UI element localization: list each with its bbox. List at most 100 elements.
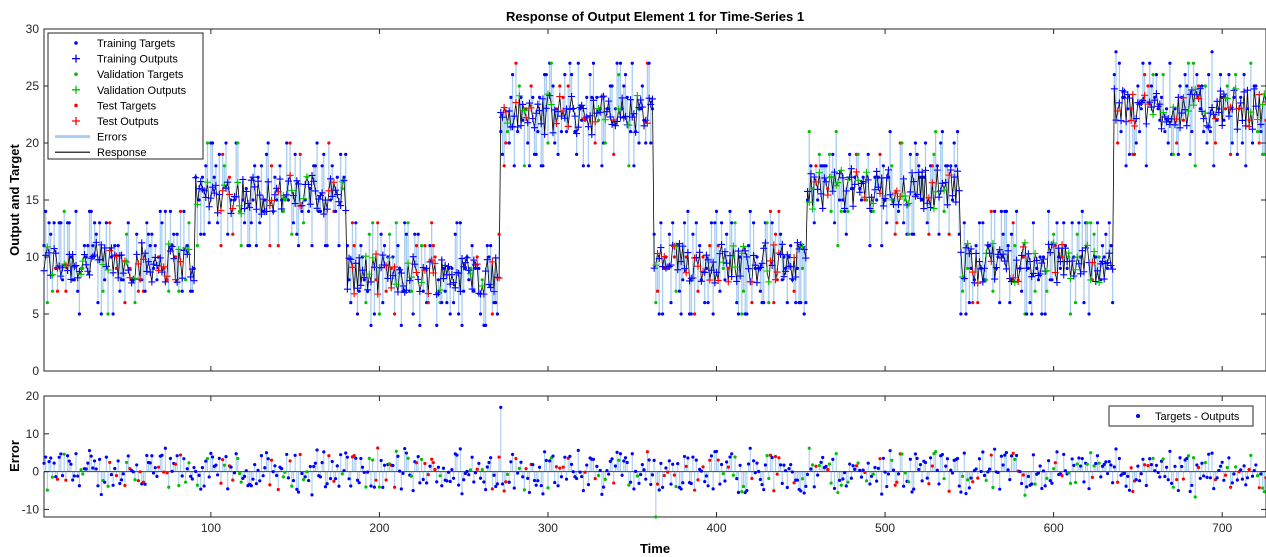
error-point <box>704 474 709 478</box>
target-point <box>848 152 852 156</box>
target-point <box>1087 312 1091 316</box>
output-point <box>731 263 739 271</box>
target-point <box>1082 301 1086 305</box>
output-point <box>79 257 87 265</box>
target-point <box>1183 73 1187 77</box>
output-point <box>367 278 375 286</box>
output-point <box>903 201 911 209</box>
target-point <box>586 164 591 168</box>
error-point <box>837 478 842 482</box>
output-point <box>463 254 471 262</box>
target-point <box>1235 152 1239 156</box>
error-point <box>271 470 275 474</box>
error-point <box>1104 460 1108 464</box>
output-point <box>745 265 753 273</box>
error-point <box>475 467 479 471</box>
target-point <box>419 244 424 248</box>
target-point <box>580 118 584 122</box>
target-point <box>315 141 319 145</box>
target-point <box>893 232 897 236</box>
target-point <box>836 244 840 248</box>
error-point <box>163 446 167 450</box>
output-point <box>475 289 483 297</box>
target-point <box>805 198 810 202</box>
error-point <box>57 455 61 459</box>
target-point <box>1202 130 1206 134</box>
output-point <box>283 191 291 199</box>
error-point <box>1212 487 1216 491</box>
error-point <box>323 485 328 489</box>
error-point <box>950 471 955 475</box>
output-point <box>697 277 705 285</box>
target-point <box>121 278 125 282</box>
output-point <box>525 99 533 107</box>
output-point <box>546 92 554 100</box>
output-point <box>1132 115 1140 123</box>
error-point <box>50 475 55 479</box>
error-point <box>575 476 579 481</box>
error-point <box>967 486 971 490</box>
target-point <box>832 221 837 225</box>
target-point <box>961 289 965 293</box>
output-point <box>1090 248 1098 256</box>
target-point <box>588 73 592 77</box>
output-point <box>520 107 528 115</box>
target-point <box>1208 130 1212 134</box>
error-point <box>79 468 83 472</box>
error-point <box>451 476 456 480</box>
output-point <box>947 166 955 174</box>
target-point <box>49 232 53 236</box>
legend-entry: Test Targets <box>74 100 157 112</box>
target-point <box>1116 141 1120 145</box>
error-point <box>1225 465 1229 470</box>
error-point <box>1254 463 1258 467</box>
error-point <box>586 483 591 487</box>
target-point <box>502 164 506 168</box>
target-point <box>736 312 741 316</box>
error-point <box>605 469 609 473</box>
output-point <box>434 289 442 297</box>
target-point <box>719 221 724 225</box>
target-point <box>519 95 523 99</box>
error-point <box>226 487 230 491</box>
error-point <box>1175 477 1179 482</box>
output-point <box>364 286 372 294</box>
output-point <box>960 275 968 283</box>
error-point <box>1229 485 1233 489</box>
error-point <box>1062 452 1066 456</box>
output-point <box>57 272 65 280</box>
output-point <box>124 266 132 274</box>
target-point <box>1075 232 1079 236</box>
target-point <box>713 221 717 225</box>
output-point <box>315 195 323 203</box>
target-point <box>537 95 542 99</box>
error-point <box>118 481 122 486</box>
error-point <box>746 462 751 466</box>
output-point <box>724 278 732 286</box>
target-point <box>1136 84 1140 88</box>
target-point <box>1030 312 1034 316</box>
output-point <box>203 178 211 186</box>
target-point <box>890 164 894 168</box>
output-point <box>1181 106 1189 114</box>
error-point <box>755 461 759 465</box>
error-point <box>74 452 78 456</box>
error-point <box>264 451 269 455</box>
target-point <box>827 152 832 156</box>
target-point <box>807 130 811 134</box>
target-point <box>276 244 280 248</box>
output-point <box>300 195 308 203</box>
output-point <box>262 207 270 215</box>
error-point <box>374 478 378 482</box>
error-point <box>347 477 351 481</box>
error-point <box>119 478 124 482</box>
output-point <box>288 186 296 194</box>
error-point <box>876 466 880 470</box>
output-point <box>350 290 358 298</box>
target-point <box>615 61 619 65</box>
error-point <box>971 480 975 484</box>
output-point <box>1004 247 1012 255</box>
output-point <box>384 274 392 282</box>
target-point <box>42 244 46 248</box>
y-tick-label: 0 <box>32 465 39 479</box>
